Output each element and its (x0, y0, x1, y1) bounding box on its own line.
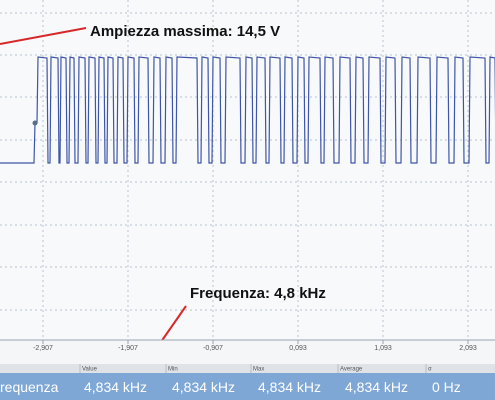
column-header: Value (82, 367, 98, 373)
measurement-cell: 4,834 kHz (84, 379, 147, 395)
annotation-pointer (0, 27, 87, 45)
x-tick-label: 2,093 (459, 345, 477, 352)
x-tick-label: -1,907 (118, 345, 138, 352)
waveform (0, 56, 495, 164)
x-tick-label: -2,907 (33, 345, 53, 352)
column-header: Min (168, 367, 178, 373)
trigger-marker (32, 120, 38, 126)
table-headers: Value Min Max Average σ (79, 364, 432, 373)
amplitude-annotation: Ampiezza massima: 14,5 V (90, 23, 280, 40)
measurement-cells: requenza 4,834 kHz 4,834 kHz 4,834 kHz 4,834… (0, 379, 461, 395)
measurement-cell: 4,834 kHz (345, 379, 408, 395)
measurement-cell: 0 Hz (432, 379, 461, 395)
x-axis-area (0, 340, 495, 364)
x-tick-label: 1,093 (374, 345, 392, 352)
x-tick-label: -0,907 (203, 345, 223, 352)
x-ticks: -2,907 -1,907 -0,907 0,093 1,093 2,093 (33, 340, 477, 352)
column-header: Average (340, 367, 363, 373)
measurement-row (0, 373, 495, 400)
measurement-cell: requenza (0, 379, 59, 395)
measurement-cell: 4,834 kHz (172, 379, 235, 395)
x-tick-label: 0,093 (289, 345, 307, 352)
column-header: Max (253, 367, 264, 373)
frequency-annotation: Frequenza: 4,8 kHz (190, 285, 326, 302)
measurement-cell: 4,834 kHz (258, 379, 321, 395)
table-header (0, 364, 495, 373)
column-header: σ (428, 367, 432, 373)
